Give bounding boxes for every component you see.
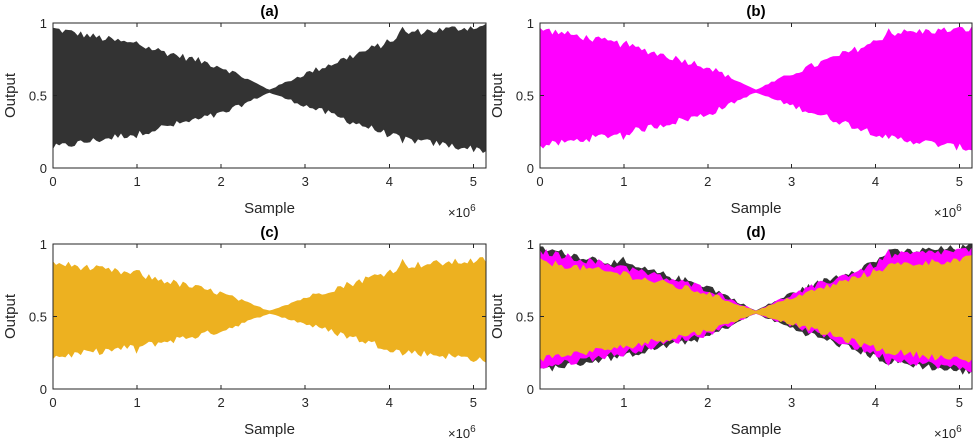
x-tick-label: 4 bbox=[386, 174, 393, 189]
y-tick-label: 0.5 bbox=[516, 89, 534, 104]
series-output-band bbox=[53, 23, 486, 154]
x-tick-label: 0 bbox=[49, 395, 56, 410]
x-tick-label: 0 bbox=[536, 174, 543, 189]
x-tick-label: 4 bbox=[386, 395, 393, 410]
x-tick-label: 3 bbox=[788, 395, 795, 410]
y-tick-label: 0.5 bbox=[516, 310, 534, 325]
x-tick-label: 5 bbox=[470, 395, 477, 410]
x-tick-label: 1 bbox=[620, 174, 627, 189]
x-exponent-label: ×106 bbox=[448, 424, 476, 441]
y-axis-label: Output bbox=[489, 293, 506, 339]
plot-area bbox=[53, 257, 486, 363]
subplot-4: 1 2 3 4 5 0 0.5 1 (d) Sample Output ×106 bbox=[489, 224, 973, 441]
x-axis-label: Sample bbox=[244, 421, 295, 438]
y-tick-label: 1 bbox=[40, 237, 47, 252]
x-tick-label: 5 bbox=[956, 395, 963, 410]
subplot-title: (d) bbox=[746, 224, 765, 241]
series-output-band bbox=[540, 25, 972, 151]
x-tick-label: 1 bbox=[620, 395, 627, 410]
x-tick-label: 4 bbox=[872, 174, 879, 189]
y-tick-label: 1 bbox=[527, 16, 534, 31]
subplot-2: 0 1 2 3 4 5 0 0.5 1 (b) Sample Output ×106 bbox=[489, 3, 973, 220]
x-tick-label: 5 bbox=[956, 174, 963, 189]
y-tick-label: 0 bbox=[527, 161, 534, 176]
x-tick-label: 5 bbox=[470, 174, 477, 189]
x-axis-label: Sample bbox=[731, 200, 782, 217]
x-tick-label: 0 bbox=[49, 174, 56, 189]
subplot-title: (b) bbox=[746, 3, 765, 20]
x-exponent-label: ×106 bbox=[934, 203, 962, 220]
x-tick-label: 3 bbox=[788, 174, 795, 189]
x-tick-label: 4 bbox=[872, 395, 879, 410]
x-axis-label: Sample bbox=[244, 200, 295, 217]
series-orange-band bbox=[540, 255, 972, 363]
plot-area bbox=[540, 244, 972, 375]
x-tick-label: 2 bbox=[704, 395, 711, 410]
x-tick-label: 2 bbox=[218, 174, 225, 189]
y-tick-label: 0 bbox=[527, 382, 534, 397]
x-tick-label: 3 bbox=[302, 395, 309, 410]
plot-area bbox=[53, 23, 486, 154]
x-tick-label: 1 bbox=[133, 395, 140, 410]
subplot-title: (c) bbox=[260, 224, 278, 241]
plot-area bbox=[540, 25, 972, 151]
y-tick-label: 1 bbox=[527, 237, 534, 252]
x-tick-label: 2 bbox=[704, 174, 711, 189]
y-axis-label: Output bbox=[489, 72, 506, 118]
y-tick-label: 0.5 bbox=[29, 310, 47, 325]
subplot-3: 0 1 2 3 4 5 0 0.5 1 (c) Sample Output ×106 bbox=[2, 224, 487, 441]
subplot-1: 0 1 2 3 4 5 0 0.5 1 (a) Sample Output ×106 bbox=[2, 3, 487, 220]
y-axis-label: Output bbox=[2, 72, 19, 118]
x-axis-label: Sample bbox=[731, 421, 782, 438]
subplot-title: (a) bbox=[260, 3, 278, 20]
x-exponent-label: ×106 bbox=[448, 203, 476, 220]
y-tick-label: 0.5 bbox=[29, 89, 47, 104]
y-axis-label: Output bbox=[2, 293, 19, 339]
y-tick-label: 0 bbox=[40, 161, 47, 176]
x-tick-label: 2 bbox=[218, 395, 225, 410]
x-tick-label: 3 bbox=[302, 174, 309, 189]
x-tick-label: 1 bbox=[133, 174, 140, 189]
y-tick-label: 0 bbox=[40, 382, 47, 397]
series-output-band bbox=[53, 257, 486, 363]
y-tick-label: 1 bbox=[40, 16, 47, 31]
x-exponent-label: ×106 bbox=[934, 424, 962, 441]
